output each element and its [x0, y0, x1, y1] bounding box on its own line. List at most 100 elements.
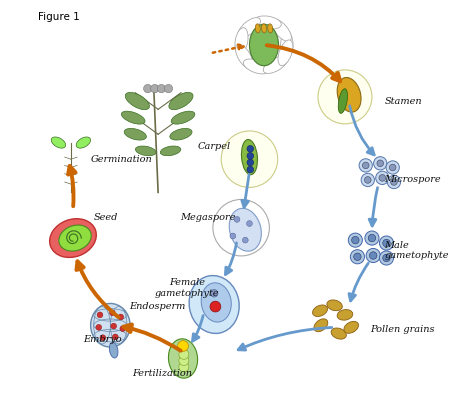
- Circle shape: [379, 236, 393, 250]
- Text: Germination: Germination: [91, 155, 153, 164]
- Circle shape: [144, 84, 152, 93]
- Ellipse shape: [314, 319, 328, 332]
- Ellipse shape: [337, 310, 353, 320]
- Circle shape: [230, 233, 236, 239]
- Circle shape: [387, 176, 401, 189]
- Circle shape: [365, 177, 371, 183]
- Circle shape: [354, 253, 361, 260]
- Ellipse shape: [327, 300, 342, 311]
- Circle shape: [179, 349, 189, 359]
- Circle shape: [386, 161, 400, 174]
- Ellipse shape: [268, 24, 273, 33]
- Circle shape: [234, 217, 240, 222]
- Circle shape: [151, 84, 159, 93]
- Circle shape: [350, 250, 365, 264]
- Text: Female
gametophyte: Female gametophyte: [155, 278, 219, 298]
- Circle shape: [376, 171, 389, 184]
- Ellipse shape: [76, 137, 91, 148]
- Text: Fertilization: Fertilization: [132, 369, 192, 377]
- Circle shape: [157, 84, 165, 93]
- Circle shape: [96, 324, 101, 330]
- Circle shape: [112, 334, 118, 340]
- Text: Embryo: Embryo: [83, 335, 122, 344]
- Circle shape: [348, 233, 363, 247]
- Ellipse shape: [243, 59, 269, 74]
- Circle shape: [120, 326, 126, 331]
- Text: Male
gametophyte: Male gametophyte: [384, 241, 449, 260]
- Circle shape: [210, 290, 218, 297]
- Ellipse shape: [337, 77, 361, 112]
- Ellipse shape: [281, 31, 293, 59]
- Circle shape: [383, 254, 390, 262]
- Ellipse shape: [168, 339, 198, 378]
- Circle shape: [366, 248, 380, 263]
- Circle shape: [363, 162, 369, 169]
- Ellipse shape: [249, 24, 279, 66]
- Circle shape: [247, 166, 254, 173]
- Circle shape: [179, 356, 189, 365]
- Ellipse shape: [125, 92, 149, 110]
- Ellipse shape: [170, 128, 192, 140]
- Ellipse shape: [236, 44, 253, 69]
- Ellipse shape: [50, 219, 96, 257]
- Circle shape: [374, 157, 387, 170]
- Circle shape: [361, 173, 374, 186]
- Circle shape: [179, 362, 189, 372]
- Text: Pollen grains: Pollen grains: [370, 325, 434, 334]
- Circle shape: [352, 237, 359, 244]
- Ellipse shape: [238, 18, 260, 37]
- Text: Endosperm: Endosperm: [129, 302, 185, 311]
- Ellipse shape: [91, 303, 130, 347]
- Ellipse shape: [51, 137, 66, 148]
- Ellipse shape: [264, 56, 288, 74]
- Ellipse shape: [255, 24, 260, 33]
- Circle shape: [365, 231, 379, 245]
- Circle shape: [100, 335, 106, 341]
- Ellipse shape: [338, 89, 347, 113]
- Circle shape: [318, 70, 372, 124]
- Ellipse shape: [331, 328, 346, 339]
- Circle shape: [164, 84, 173, 93]
- Ellipse shape: [160, 146, 181, 156]
- Circle shape: [379, 175, 386, 181]
- Ellipse shape: [272, 19, 292, 41]
- Ellipse shape: [312, 305, 328, 316]
- Ellipse shape: [59, 225, 91, 251]
- Text: Carpel: Carpel: [198, 142, 231, 151]
- Circle shape: [247, 159, 254, 166]
- Circle shape: [247, 153, 254, 159]
- Ellipse shape: [241, 140, 257, 175]
- Circle shape: [369, 252, 377, 259]
- Ellipse shape: [109, 342, 118, 358]
- Text: Megaspore: Megaspore: [180, 213, 236, 222]
- Circle shape: [368, 234, 376, 242]
- Circle shape: [247, 145, 254, 152]
- Ellipse shape: [229, 208, 261, 251]
- Circle shape: [383, 240, 390, 247]
- Ellipse shape: [201, 283, 231, 322]
- Circle shape: [97, 312, 103, 318]
- Circle shape: [213, 199, 269, 256]
- Circle shape: [109, 310, 115, 316]
- Circle shape: [221, 131, 278, 187]
- Ellipse shape: [344, 321, 358, 333]
- Ellipse shape: [121, 111, 145, 124]
- Circle shape: [118, 314, 124, 320]
- Circle shape: [377, 160, 383, 167]
- Circle shape: [379, 251, 393, 265]
- Ellipse shape: [278, 40, 293, 66]
- Circle shape: [389, 164, 396, 171]
- Ellipse shape: [189, 275, 239, 334]
- Ellipse shape: [124, 128, 146, 140]
- Ellipse shape: [262, 24, 266, 33]
- Ellipse shape: [235, 28, 248, 54]
- Ellipse shape: [136, 146, 156, 156]
- Circle shape: [359, 159, 373, 172]
- Text: Figure 1: Figure 1: [38, 12, 80, 22]
- Circle shape: [210, 301, 221, 312]
- Circle shape: [111, 323, 117, 329]
- Circle shape: [246, 221, 252, 227]
- Circle shape: [242, 237, 248, 243]
- Ellipse shape: [171, 111, 195, 124]
- Ellipse shape: [169, 92, 193, 110]
